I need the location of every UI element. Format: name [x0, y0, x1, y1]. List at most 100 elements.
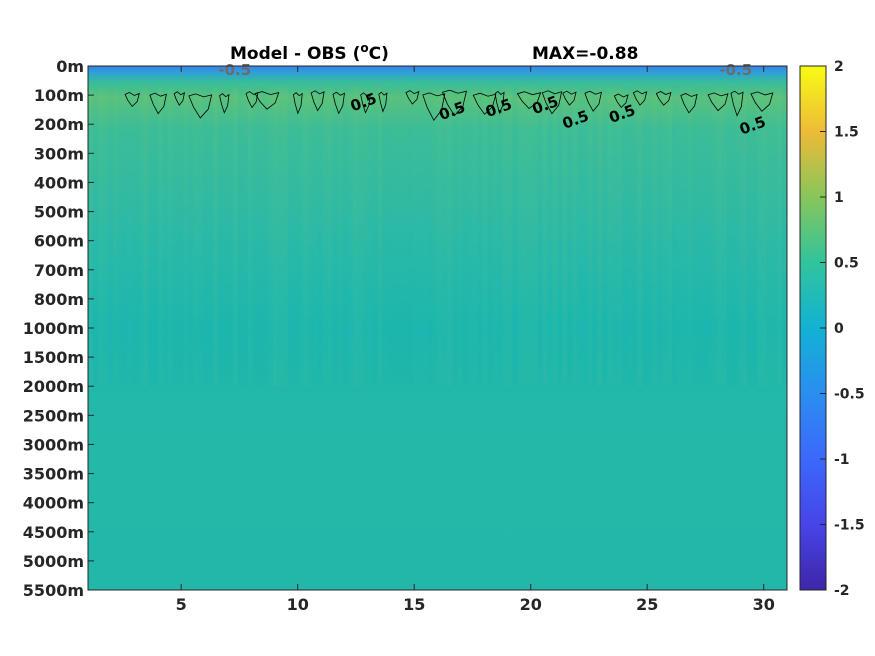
chart-title: Model - OBS (oC) — [230, 41, 389, 64]
texture-stripe — [542, 86, 548, 386]
texture-stripe — [642, 86, 647, 386]
y-tick-label: 5500m — [23, 581, 84, 600]
texture-stripe — [342, 86, 348, 386]
texture-stripe — [467, 86, 472, 386]
texture-stripe — [368, 86, 373, 386]
texture-stripe — [433, 86, 438, 386]
texture-stripe — [363, 86, 368, 386]
contour-line — [360, 92, 371, 114]
texture-stripe — [262, 86, 268, 386]
contour-line — [124, 92, 140, 108]
y-tick-label: 700m — [34, 261, 84, 280]
contour-line — [494, 90, 505, 115]
y-tick-label: 500m — [34, 203, 84, 222]
texture-stripe — [313, 86, 318, 386]
y-tick-label: 400m — [34, 173, 84, 192]
texture-stripe — [122, 86, 128, 386]
contour-line — [730, 90, 744, 117]
texture-stripe — [172, 86, 178, 386]
y-tick-label: 1500m — [23, 348, 84, 367]
texture-stripe — [517, 86, 523, 386]
texture-stripe — [562, 86, 568, 386]
texture-stripe — [93, 86, 98, 386]
contour-line — [655, 91, 672, 106]
texture-stripe — [282, 86, 288, 386]
y-tick-label: 5000m — [23, 552, 84, 571]
texture-stripe — [447, 86, 453, 386]
texture-stripe — [427, 86, 433, 386]
contour-line — [188, 93, 213, 119]
texture-stripe — [762, 86, 768, 386]
texture-stripe — [767, 86, 772, 386]
contour-line — [584, 90, 602, 112]
texture-stripe — [148, 86, 153, 386]
texture-stripe — [437, 86, 443, 386]
texture-stripe — [777, 86, 783, 386]
texture-stripe — [407, 86, 413, 386]
contour-label: -0.5 — [719, 61, 752, 79]
texture-stripe — [617, 86, 622, 386]
texture-stripe — [552, 86, 558, 386]
texture-stripe — [97, 86, 103, 386]
contour-line — [219, 93, 230, 114]
texture-stripe — [782, 86, 787, 386]
texture-stripe — [332, 86, 338, 386]
texture-stripe — [162, 86, 168, 386]
contour-line — [254, 91, 280, 110]
colorbar-tick-label: 1.5 — [834, 125, 859, 141]
texture-stripe — [587, 86, 592, 386]
texture-stripe — [177, 86, 183, 386]
y-tick-label: 2500m — [23, 406, 84, 425]
contour-line — [472, 92, 497, 115]
texture-stripe — [772, 86, 777, 386]
texture-stripe — [212, 86, 218, 386]
texture-stripe — [582, 86, 588, 386]
contour-line — [405, 90, 420, 105]
texture-stripe — [232, 86, 238, 386]
texture-stripe — [258, 86, 263, 386]
texture-stripe — [117, 86, 123, 386]
texture-stripe — [612, 86, 617, 386]
x-tick-label: 5 — [176, 595, 187, 614]
texture-stripe — [138, 86, 143, 386]
texture-stripe — [277, 86, 283, 386]
texture-stripe — [662, 86, 667, 386]
texture-stripe — [687, 86, 692, 386]
y-tick-label: 4000m — [23, 494, 84, 513]
colorbar-tick-label: -0.5 — [834, 387, 865, 403]
texture-stripe — [348, 86, 353, 386]
texture-stripe — [298, 86, 303, 386]
texture-stripe — [287, 86, 293, 386]
y-tick-label: 300m — [34, 144, 84, 163]
texture-stripe — [113, 86, 118, 386]
title-superscript: o — [360, 41, 368, 55]
texture-stripe — [727, 86, 733, 386]
heatmap-texture — [88, 86, 787, 386]
x-tick-label: 20 — [520, 595, 542, 614]
texture-stripe — [532, 86, 538, 386]
texture-stripe — [268, 86, 273, 386]
texture-stripe — [207, 86, 213, 386]
texture-stripe — [198, 86, 203, 386]
texture-stripe — [252, 86, 258, 386]
colorbar-tick-label: 0.5 — [834, 256, 859, 272]
texture-stripe — [647, 86, 653, 386]
texture-stripe — [152, 86, 158, 386]
texture-stripe — [667, 86, 673, 386]
texture-stripe — [387, 86, 393, 386]
texture-stripe — [537, 86, 543, 386]
texture-stripe — [607, 86, 612, 386]
heatmap-field — [88, 66, 787, 590]
texture-stripe — [717, 86, 723, 386]
texture-stripe — [442, 86, 448, 386]
x-axis: 5 10 15 20 25 30 — [176, 66, 775, 614]
texture-stripe — [193, 86, 198, 386]
contour-lines — [124, 89, 774, 122]
texture-stripe — [732, 86, 737, 386]
texture-stripe — [218, 86, 223, 386]
texture-stripe — [302, 86, 308, 386]
contour-line — [378, 91, 388, 113]
y-tick-label: 100m — [34, 86, 84, 105]
contour-line — [613, 93, 629, 109]
texture-stripe — [228, 86, 233, 386]
